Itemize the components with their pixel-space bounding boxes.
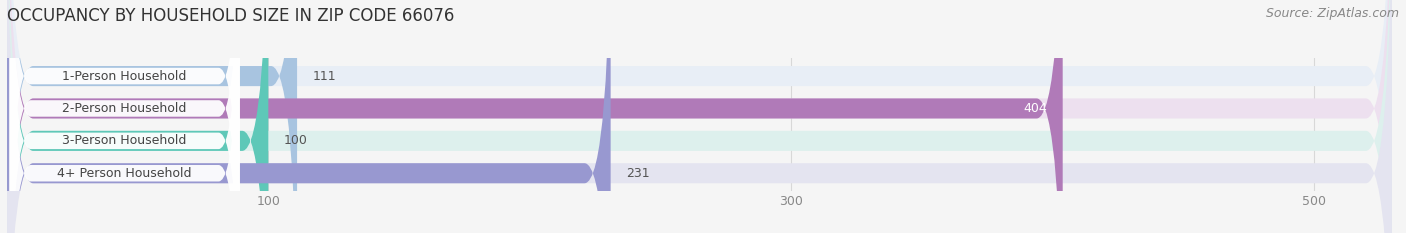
FancyBboxPatch shape [10,0,239,233]
FancyBboxPatch shape [7,0,1392,233]
FancyBboxPatch shape [7,0,269,233]
FancyBboxPatch shape [7,0,1392,233]
Text: 404: 404 [1024,102,1047,115]
FancyBboxPatch shape [7,0,1392,233]
FancyBboxPatch shape [7,0,297,233]
FancyBboxPatch shape [7,0,1392,233]
Text: OCCUPANCY BY HOUSEHOLD SIZE IN ZIP CODE 66076: OCCUPANCY BY HOUSEHOLD SIZE IN ZIP CODE … [7,7,454,25]
Text: Source: ZipAtlas.com: Source: ZipAtlas.com [1265,7,1399,20]
Text: 231: 231 [626,167,650,180]
Text: 100: 100 [284,134,308,147]
FancyBboxPatch shape [10,0,239,233]
Text: 1-Person Household: 1-Person Household [62,70,187,82]
FancyBboxPatch shape [10,0,239,233]
FancyBboxPatch shape [7,0,610,233]
FancyBboxPatch shape [7,0,1063,233]
Text: 111: 111 [312,70,336,82]
FancyBboxPatch shape [10,0,239,233]
Text: 4+ Person Household: 4+ Person Household [58,167,191,180]
Text: 3-Person Household: 3-Person Household [62,134,187,147]
Text: 2-Person Household: 2-Person Household [62,102,187,115]
